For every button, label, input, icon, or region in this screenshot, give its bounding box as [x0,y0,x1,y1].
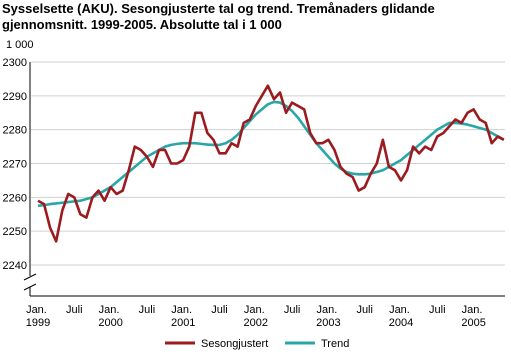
x-tick-label-part: Jan. [99,304,123,316]
legend-label: Trend [321,338,349,350]
x-tick-label-part: 1999 [26,317,50,329]
x-tick-label-part: 2004 [389,317,413,329]
x-tick-label: Juli [211,304,228,316]
x-tick-label: Juli [139,304,156,316]
x-tick-label: Juli [356,304,373,316]
x-tick-label-part: 2001 [171,317,195,329]
x-tick-label: Jan. 2000 [98,304,122,329]
x-tick-label: Juli [284,304,301,316]
y-tick-label: 2280 [3,125,27,137]
x-tick-label: Jan. 2004 [389,304,413,329]
y-tick-label: 2270 [3,159,27,171]
chart-title: Sysselsette (AKU). Sesongjusterte tal og… [2,1,435,32]
axis-break [23,273,37,291]
y-tick-label: 2250 [3,226,27,238]
x-tick-label: Jan. 2005 [461,304,485,329]
y-tick-label: 2300 [3,57,27,69]
x-tick-label: Jan. 2002 [244,304,268,329]
x-tick-label-part: Jan. [316,304,340,316]
x-tick-label: Jan. 2001 [171,304,195,329]
x-tick-label-part: 2002 [244,317,268,329]
x-tick-label-part: Jan. [26,304,50,316]
x-tick-label-part: 2000 [98,317,122,329]
x-tick-label: Juli [66,304,83,316]
x-tick-label: Jan. 1999 [26,304,50,329]
y-tick-label: 2290 [3,91,27,103]
x-tick-label-part: 2003 [316,317,340,329]
y-unit: 1 000 [6,39,34,51]
y-tick-label: 2240 [3,260,27,272]
x-tick-label: Juli [429,304,446,316]
x-tick-label-part: Jan. [462,304,486,316]
x-tick-label-part: Jan. [244,304,268,316]
y-tick-label: 2260 [3,192,27,204]
series-line [37,84,505,243]
x-tick-label-part: Jan. [389,304,413,316]
series-line [37,100,505,208]
x-tick-label: Jan. 2003 [316,304,340,329]
legend-label: Sesongjustert [201,338,268,350]
x-tick-label-part: 2005 [461,317,485,329]
x-tick-label-part: Jan. [171,304,195,316]
